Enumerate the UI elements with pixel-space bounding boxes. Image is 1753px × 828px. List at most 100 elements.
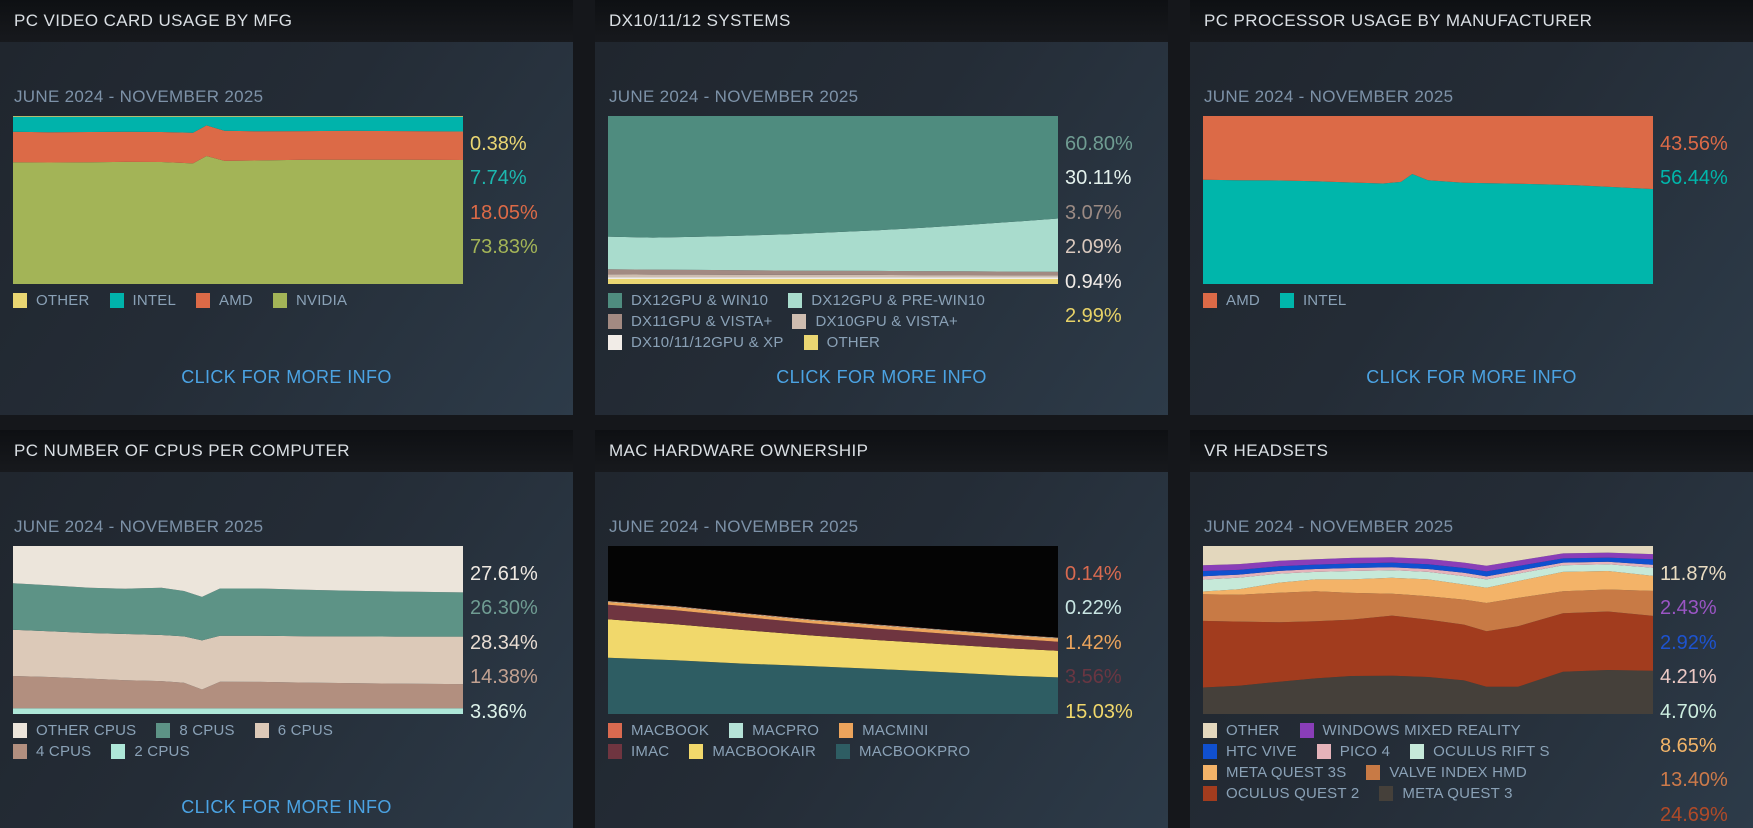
series-value: 13.40% bbox=[1660, 769, 1728, 792]
legend-label: IMAC bbox=[631, 743, 670, 760]
panel-body: JUNE 2024 - NOVEMBER 2025 0.14% 0.22% 1.42… bbox=[595, 472, 1168, 828]
legend-item: OTHER CPUS bbox=[13, 722, 136, 739]
legend-row: OCULUS QUEST 2 META QUEST 3 bbox=[1203, 783, 1745, 804]
legend-label: 8 CPUS bbox=[179, 722, 235, 739]
legend-swatch bbox=[13, 744, 27, 759]
panel-title: DX10/11/12 SYSTEMS bbox=[609, 11, 791, 30]
panel-body: JUNE 2024 - NOVEMBER 2025 43.56% 56.44% A… bbox=[1190, 42, 1753, 415]
legend-swatch bbox=[1203, 744, 1217, 759]
panel-dx-systems[interactable]: DX10/11/12 SYSTEMS JUNE 2024 - NOVEMBER … bbox=[595, 0, 1168, 415]
area-band-intel bbox=[1203, 174, 1653, 284]
legend-swatch bbox=[792, 314, 807, 329]
legend-swatch bbox=[803, 335, 818, 350]
value-list: 11.87% 2.43% 2.92% 4.21% 4.70% 8.65% 13.40% 24.… bbox=[1660, 557, 1753, 828]
more-info-link[interactable]: CLICK FOR MORE INFO bbox=[776, 367, 987, 387]
legend-row: 4 CPUS 2 CPUS bbox=[13, 741, 565, 762]
panel-title: PC NUMBER OF CPUS PER COMPUTER bbox=[14, 441, 350, 460]
panel-mac-hardware-ownership[interactable]: MAC HARDWARE OWNERSHIP JUNE 2024 - NOVEM… bbox=[595, 430, 1168, 828]
series-value: 0.38% bbox=[470, 133, 527, 155]
date-range-label: JUNE 2024 - NOVEMBER 2025 bbox=[609, 87, 859, 106]
legend-item: MACBOOKPRO bbox=[836, 743, 970, 760]
legend-item: DX12GPU & PRE-WIN10 bbox=[788, 292, 985, 309]
more-info-link[interactable]: CLICK FOR MORE INFO bbox=[181, 367, 392, 387]
stacked-area-chart[interactable] bbox=[608, 116, 1058, 284]
series-value: 2.09% bbox=[1065, 236, 1122, 259]
series-value: 24.69% bbox=[1660, 803, 1728, 826]
legend-swatch bbox=[1203, 765, 1217, 780]
series-value: 30.11% bbox=[1065, 167, 1132, 190]
panel-pc-processor-usage[interactable]: PC PROCESSOR USAGE BY MANUFACTURER JUNE … bbox=[1190, 0, 1753, 415]
series-value: 15.03% bbox=[1065, 700, 1133, 723]
panel-pc-video-card-usage[interactable]: PC VIDEO CARD USAGE BY MFG JUNE 2024 - N… bbox=[0, 0, 573, 415]
more-info-link[interactable]: CLICK FOR MORE INFO bbox=[1366, 367, 1577, 387]
legend-row: AMD INTEL bbox=[1203, 290, 1745, 311]
legend-row: OTHER CPUS 8 CPUS 6 CPUS bbox=[13, 720, 565, 741]
series-value: 27.61% bbox=[470, 563, 538, 585]
stacked-area-chart[interactable] bbox=[13, 546, 463, 714]
area-band-macbookair bbox=[608, 619, 1058, 678]
legend-item: NVIDIA bbox=[272, 292, 347, 309]
legend-item: PICO 4 bbox=[1316, 743, 1390, 760]
legend-item: AMD bbox=[196, 292, 253, 309]
area-band-valve-index-hmd bbox=[1203, 589, 1653, 632]
stacked-area-chart[interactable] bbox=[608, 546, 1058, 714]
legend-item: 2 CPUS bbox=[111, 743, 190, 760]
legend: AMD INTEL bbox=[1203, 290, 1745, 311]
legend-item: META QUEST 3 bbox=[1379, 785, 1512, 802]
legend-swatch bbox=[608, 744, 622, 759]
area-band-pico-4 bbox=[1203, 561, 1653, 580]
stacked-area-chart[interactable] bbox=[13, 116, 463, 284]
legend-label: WINDOWS MIXED REALITY bbox=[1322, 722, 1521, 739]
legend-swatch bbox=[729, 723, 744, 738]
legend-swatch bbox=[196, 293, 211, 308]
legend-row: OTHER INTEL AMD NVIDIA bbox=[13, 290, 565, 311]
panel-vr-headsets[interactable]: VR HEADSETS JUNE 2024 - NOVEMBER 2025 11… bbox=[1190, 430, 1753, 828]
stacked-area-chart[interactable] bbox=[1203, 546, 1653, 714]
area-band-8-cpus bbox=[13, 583, 463, 641]
legend-label: MACBOOKPRO bbox=[859, 743, 971, 760]
panel-title-bar: MAC HARDWARE OWNERSHIP bbox=[595, 430, 1168, 472]
panel-title: VR HEADSETS bbox=[1204, 441, 1329, 460]
legend-item: VALVE INDEX HMD bbox=[1366, 764, 1527, 781]
series-value: 1.42% bbox=[1065, 631, 1122, 654]
legend-item: WINDOWS MIXED REALITY bbox=[1299, 722, 1521, 739]
series-value: 11.87% bbox=[1660, 563, 1727, 585]
panel-body: JUNE 2024 - NOVEMBER 2025 60.80% 30.11% 3.… bbox=[595, 42, 1168, 415]
legend-label: AMD bbox=[1226, 292, 1260, 309]
legend-swatch bbox=[608, 335, 622, 350]
legend-swatch bbox=[272, 293, 287, 308]
series-value: 3.36% bbox=[470, 700, 527, 723]
date-range-label: JUNE 2024 - NOVEMBER 2025 bbox=[14, 87, 264, 106]
legend-row: DX10/11/12GPU & XP OTHER bbox=[608, 332, 1160, 353]
legend-label: OCULUS QUEST 2 bbox=[1226, 785, 1360, 802]
area-band-oculus-quest-2 bbox=[1203, 611, 1653, 688]
value-list: 27.61% 26.30% 28.34% 14.38% 3.36% bbox=[470, 557, 565, 729]
panel-cpus-per-computer[interactable]: PC NUMBER OF CPUS PER COMPUTER JUNE 2024… bbox=[0, 430, 573, 828]
area-band-other bbox=[1203, 546, 1653, 566]
area-band-other bbox=[608, 279, 1058, 284]
legend-label: MACPRO bbox=[752, 722, 820, 739]
date-range-label: JUNE 2024 - NOVEMBER 2025 bbox=[609, 517, 859, 536]
series-value: 26.30% bbox=[470, 597, 538, 620]
series-value: 14.38% bbox=[470, 666, 538, 689]
legend-label: OTHER bbox=[36, 292, 90, 309]
legend-row: META QUEST 3S VALVE INDEX HMD bbox=[1203, 762, 1745, 783]
date-range-label: JUNE 2024 - NOVEMBER 2025 bbox=[14, 517, 264, 536]
stacked-area-chart[interactable] bbox=[1203, 116, 1653, 284]
legend-swatch bbox=[608, 723, 622, 738]
area-band-6-cpus bbox=[13, 629, 463, 690]
legend-label: MACBOOKAIR bbox=[712, 743, 816, 760]
legend-item: MACMINI bbox=[839, 722, 928, 739]
legend: OTHER INTEL AMD NVIDIA bbox=[13, 290, 565, 311]
series-value: 0.94% bbox=[1065, 270, 1122, 293]
legend-swatch bbox=[788, 293, 803, 308]
legend-item: OCULUS QUEST 2 bbox=[1203, 785, 1359, 802]
series-value: 4.21% bbox=[1660, 666, 1717, 689]
panel-title: PC PROCESSOR USAGE BY MANUFACTURER bbox=[1204, 11, 1593, 30]
series-value: 4.70% bbox=[1660, 700, 1717, 723]
legend-label: 4 CPUS bbox=[36, 743, 92, 760]
more-info-link[interactable]: CLICK FOR MORE INFO bbox=[181, 797, 392, 817]
panel-title: PC VIDEO CARD USAGE BY MFG bbox=[14, 11, 293, 30]
series-value: 43.56% bbox=[1660, 133, 1728, 155]
legend-label: INTEL bbox=[132, 292, 177, 309]
